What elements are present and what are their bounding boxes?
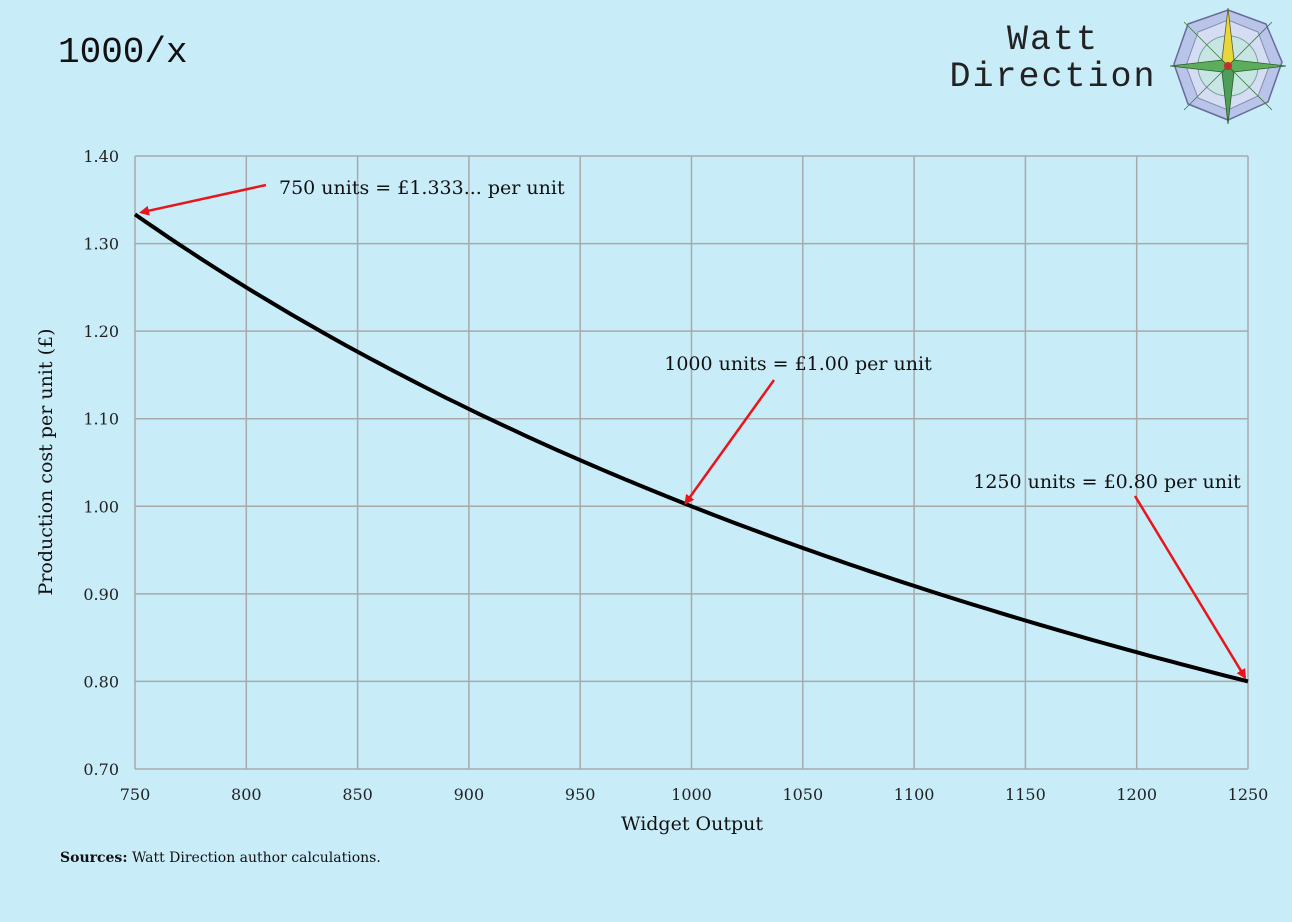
grid-lines xyxy=(134,155,1249,770)
sources-label: Sources: xyxy=(60,850,128,866)
x-tick-labels: 750 800 850 900 950 1000 1050 1100 1150 1200 1250 xyxy=(120,785,1269,804)
annotation-label: 1250 units = £0.80 per unit xyxy=(973,471,1241,493)
x-tick-label: 850 xyxy=(342,785,373,804)
annotation-layer: 750 units = £1.333... per unit 1000 units… xyxy=(139,177,1247,680)
annotation-arrow xyxy=(684,379,776,505)
y-tick-label: 1.10 xyxy=(83,410,119,429)
x-tick-label: 900 xyxy=(454,785,485,804)
y-axis-label: Production cost per unit (£) xyxy=(35,329,57,596)
x-tick-label: 1150 xyxy=(1005,785,1046,804)
y-tick-label: 0.80 xyxy=(83,672,119,691)
x-tick-label: 750 xyxy=(120,785,151,804)
y-tick-label: 1.40 xyxy=(83,147,119,166)
brand-name: Watt Direction xyxy=(938,22,1168,96)
annotation-label: 750 units = £1.333... per unit xyxy=(279,177,565,199)
y-tick-label: 0.90 xyxy=(83,585,119,604)
x-tick-label: 1050 xyxy=(782,785,823,804)
y-tick-label: 1.00 xyxy=(83,497,119,516)
x-tick-label: 1100 xyxy=(894,785,935,804)
y-tick-label: 1.20 xyxy=(83,322,119,341)
y-tick-label: 0.70 xyxy=(83,760,119,779)
sources-note: Sources: Watt Direction author calculati… xyxy=(60,850,381,866)
compass-logo-icon xyxy=(1169,7,1287,125)
x-axis-label: Widget Output xyxy=(621,813,763,835)
brand-line-1: Watt xyxy=(1006,20,1099,60)
brand-line-2: Direction xyxy=(949,56,1157,97)
y-tick-labels: 0.70 0.80 0.90 1.00 1.10 1.20 1.30 1.40 xyxy=(83,147,119,779)
x-tick-label: 800 xyxy=(231,785,262,804)
annotation-label: 1000 units = £1.00 per unit xyxy=(664,353,932,375)
annotation-arrow xyxy=(1133,495,1247,680)
x-tick-label: 1250 xyxy=(1228,785,1269,804)
x-tick-label: 1200 xyxy=(1116,785,1157,804)
chart-title: 1000/x xyxy=(58,32,188,73)
y-tick-label: 1.30 xyxy=(83,235,119,254)
annotation-arrow xyxy=(139,183,267,216)
x-tick-label: 1000 xyxy=(671,785,712,804)
sources-text: Watt Direction author calculations. xyxy=(131,850,381,866)
x-tick-label: 950 xyxy=(565,785,596,804)
series-layer xyxy=(133,212,1249,684)
